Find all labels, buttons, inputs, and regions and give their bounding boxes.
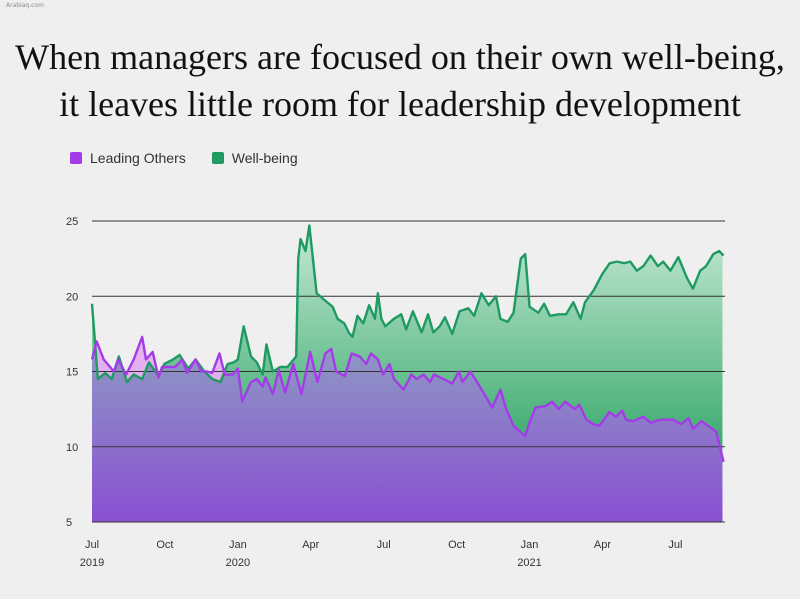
legend-label-leading-others: Leading Others [90,150,186,166]
x-tick-label: Jul [377,539,391,551]
x-tick-label: Oct [448,539,465,551]
x-tick-label: Jan [229,539,247,551]
legend-swatch-well-being [211,152,224,164]
x-tick-label: Jan [521,539,539,551]
y-tick-label: 15 [66,367,78,379]
x-tick-label: Oct [156,539,173,551]
y-tick-label: 10 [66,442,78,454]
chart-title-line-1: When managers are focused on their own w… [15,37,785,77]
series-line-well-being [90,224,725,384]
legend-item-well-being: Well-being [211,150,298,166]
series-line-leading-others [90,335,725,463]
legend: Leading Others Well-being [70,150,298,166]
x-tick-year-label: 2020 [226,557,250,569]
legend-item-leading-others: Leading Others [70,150,186,166]
x-tick-year-label: 2019 [80,557,104,569]
x-tick-label: Jul [668,539,682,551]
legend-swatch-leading-others [70,152,82,164]
x-tick-label: Apr [302,539,319,551]
area-lower-fill [92,349,723,522]
chart-title: When managers are focused on their own w… [0,34,800,128]
legend-label-well-being: Well-being [231,150,298,166]
area-wellbeing-gap-fill [92,229,723,458]
y-tick-label: 5 [66,517,72,529]
x-tick-label: Apr [594,539,611,551]
x-tick-label: Jul [85,539,99,551]
chart-title-line-2: it leaves little room for leadership dev… [59,84,741,124]
x-tick-year-label: 2021 [517,557,541,569]
y-tick-label: 20 [66,291,78,303]
y-tick-label: 25 [66,216,78,228]
watermark-text: Arabiaq.com [6,2,44,9]
